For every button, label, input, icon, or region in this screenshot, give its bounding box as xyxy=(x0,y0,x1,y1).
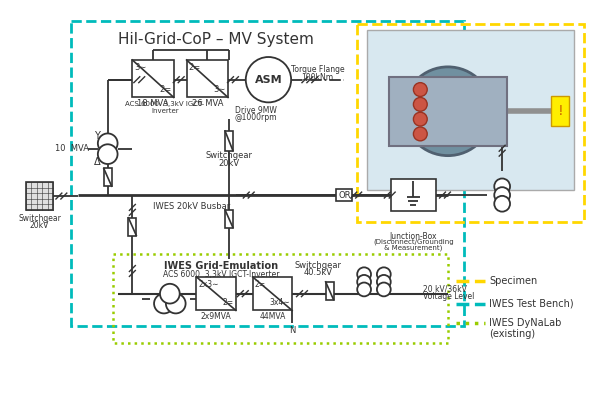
Bar xyxy=(367,30,574,190)
Text: ACS 6000  3,3kV IGCT-: ACS 6000 3,3kV IGCT- xyxy=(125,101,205,107)
Text: 26 MVA: 26 MVA xyxy=(191,100,223,108)
Text: Y: Y xyxy=(94,131,100,141)
Text: @1000rpm: @1000rpm xyxy=(235,113,277,122)
Text: Switchgear: Switchgear xyxy=(18,214,61,223)
Text: 44MVA: 44MVA xyxy=(259,312,286,322)
Circle shape xyxy=(98,144,118,164)
Text: 18 MVA: 18 MVA xyxy=(137,100,169,108)
Text: 2=: 2= xyxy=(160,86,172,94)
Circle shape xyxy=(166,294,185,314)
Bar xyxy=(391,179,436,211)
Bar xyxy=(133,60,174,98)
Bar xyxy=(225,131,233,151)
Text: 40.5kV: 40.5kV xyxy=(303,268,332,277)
Text: 20kV: 20kV xyxy=(218,159,239,168)
Text: IWES Test Bench): IWES Test Bench) xyxy=(490,298,574,308)
Circle shape xyxy=(357,267,371,281)
Text: & Measurement): & Measurement) xyxy=(384,244,443,251)
Circle shape xyxy=(98,134,118,153)
Bar xyxy=(128,218,136,236)
Text: Hil-Grid-CoP – MV System: Hil-Grid-CoP – MV System xyxy=(118,32,314,47)
Text: Voltage Level: Voltage Level xyxy=(423,292,475,301)
Bar xyxy=(253,277,292,310)
Text: (existing): (existing) xyxy=(490,329,535,339)
Circle shape xyxy=(154,294,174,314)
Circle shape xyxy=(377,275,391,289)
Text: 3∼: 3∼ xyxy=(214,86,226,94)
Bar xyxy=(26,182,53,210)
Bar xyxy=(326,282,334,300)
Circle shape xyxy=(494,196,510,212)
Text: 3x4∼: 3x4∼ xyxy=(269,298,290,308)
Bar xyxy=(187,60,228,98)
Text: 2=: 2= xyxy=(188,63,201,72)
Circle shape xyxy=(357,275,371,289)
Circle shape xyxy=(494,187,510,203)
Text: ASM: ASM xyxy=(254,75,282,85)
Circle shape xyxy=(377,267,391,281)
Text: !: ! xyxy=(557,104,563,118)
Circle shape xyxy=(418,82,478,141)
Text: Drive 9MW: Drive 9MW xyxy=(235,106,277,115)
Text: 2x9MVA: 2x9MVA xyxy=(201,312,232,322)
Text: 2=: 2= xyxy=(223,298,234,308)
Text: 20 kV/36kV: 20 kV/36kV xyxy=(423,284,467,293)
Circle shape xyxy=(413,112,427,126)
Bar xyxy=(389,77,507,146)
Bar xyxy=(104,168,112,186)
Bar xyxy=(225,210,233,228)
Text: Inverter: Inverter xyxy=(151,108,179,114)
Circle shape xyxy=(377,282,391,296)
Text: IWES Grid-Emulation: IWES Grid-Emulation xyxy=(164,261,278,271)
Text: N: N xyxy=(289,326,295,335)
Text: Torque Flange: Torque Flange xyxy=(291,65,344,74)
Text: 20kV: 20kV xyxy=(30,221,49,230)
Text: IWES DyNaLab: IWES DyNaLab xyxy=(490,318,562,328)
Text: Δ: Δ xyxy=(94,156,100,166)
Circle shape xyxy=(160,284,179,304)
Text: OR: OR xyxy=(338,190,350,200)
Text: Switchgear: Switchgear xyxy=(205,151,253,160)
Text: IWES 20kV Busbar: IWES 20kV Busbar xyxy=(153,202,230,211)
Text: (Disconnect/Grounding: (Disconnect/Grounding xyxy=(373,238,454,245)
Bar xyxy=(551,96,569,126)
Bar xyxy=(337,189,352,201)
Text: 100kNm: 100kNm xyxy=(302,73,334,82)
Text: 3∼: 3∼ xyxy=(134,63,147,72)
Text: ACS 6000  3,3kV IGCT-Inverter: ACS 6000 3,3kV IGCT-Inverter xyxy=(163,270,280,279)
Text: 10  MVA: 10 MVA xyxy=(55,144,89,153)
Text: 2=: 2= xyxy=(254,280,266,289)
Text: Specimen: Specimen xyxy=(490,276,538,286)
Bar xyxy=(357,24,584,222)
Bar xyxy=(196,277,236,310)
Circle shape xyxy=(357,282,371,296)
Text: 2x3∼: 2x3∼ xyxy=(199,280,219,289)
Bar xyxy=(113,254,448,343)
Circle shape xyxy=(494,178,510,194)
Bar xyxy=(71,20,464,326)
Circle shape xyxy=(404,67,492,156)
Circle shape xyxy=(413,83,427,96)
Circle shape xyxy=(413,98,427,111)
Circle shape xyxy=(246,57,291,102)
Text: Switchgear: Switchgear xyxy=(294,261,341,270)
Text: Junction-Box: Junction-Box xyxy=(389,232,437,240)
Circle shape xyxy=(413,127,427,141)
